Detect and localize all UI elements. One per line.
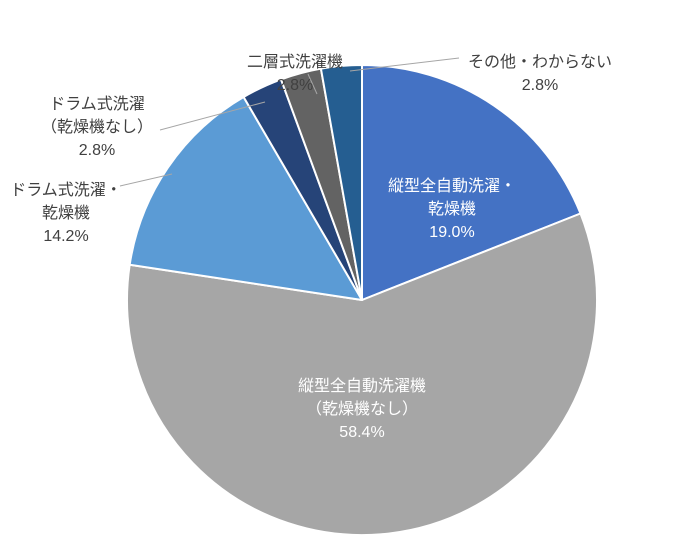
data-label-vertical-with-dryer: 縦型全自動洗濯・ 乾燥機 19.0%: [388, 152, 516, 267]
leader-lines-group: [119, 57, 460, 187]
data-label-percent: 2.8%: [521, 77, 559, 94]
data-label-percent: 58.4%: [339, 424, 385, 441]
data-label-two-tub: 二層式洗濯機 2.8%: [247, 28, 343, 120]
data-label-name: ドラム式洗濯 （乾燥機なし）: [40, 96, 154, 136]
data-label-name: 縦型全自動洗濯・ 乾燥機: [387, 178, 517, 218]
leader-line-two-tub: [307, 73, 318, 95]
data-label-percent: 19.0%: [429, 224, 475, 241]
data-label-percent: 2.8%: [276, 77, 314, 94]
leader-line-other: [349, 57, 460, 72]
data-label-name: ドラム式洗濯・ 乾燥機: [10, 182, 122, 222]
data-label-other-unknown: その他・わからない 2.8%: [468, 28, 612, 120]
data-label-drum-dryer: ドラム式洗濯・ 乾燥機 14.2%: [10, 156, 122, 271]
data-label-percent: 2.8%: [78, 142, 116, 159]
pie-slice-0[interactable]: [361, 64, 582, 301]
pie-slice-2[interactable]: [128, 96, 363, 301]
data-label-name: 縦型全自動洗濯機 （乾燥機なし）: [297, 378, 427, 418]
data-label-vertical-no-dryer: 縦型全自動洗濯機 （乾燥機なし） 58.4%: [298, 352, 426, 467]
leader-line-drum-dryer: [119, 173, 173, 187]
leader-line-drum-no-dryer: [159, 101, 266, 131]
data-label-name: その他・わからない: [467, 54, 613, 71]
data-label-name: 二層式洗濯機: [246, 54, 344, 71]
data-label-percent: 14.2%: [43, 228, 89, 245]
pie-slice-5[interactable]: [319, 63, 363, 301]
pie-slice-1[interactable]: [126, 212, 599, 537]
data-label-drum-no-dryer: ドラム式洗濯 （乾燥機なし） 2.8%: [41, 70, 153, 185]
pie-slices-group: [126, 63, 599, 537]
